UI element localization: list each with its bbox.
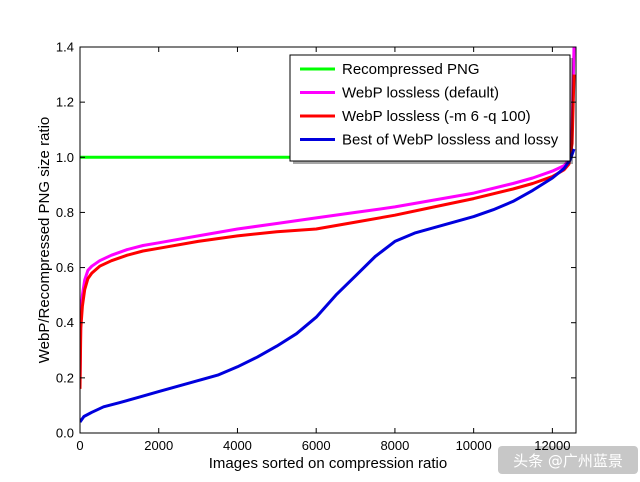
x-tick-label: 10000 bbox=[456, 438, 492, 453]
watermark-backdrop bbox=[498, 446, 638, 474]
x-tick-label: 0 bbox=[76, 438, 83, 453]
y-tick-label: 1.0 bbox=[56, 150, 74, 165]
series-line-webp-lossless-m6-q100 bbox=[80, 74, 576, 389]
y-tick-label: 0.4 bbox=[56, 315, 74, 330]
x-tick-label: 8000 bbox=[380, 438, 409, 453]
legend-box bbox=[289, 54, 571, 162]
x-axis-label: Images sorted on compression ratio bbox=[209, 455, 447, 472]
y-tick-label: 1.4 bbox=[56, 40, 74, 55]
legend: Recompressed PNG WebP lossless (default) W… bbox=[289, 54, 573, 164]
ticks-layer: 0 2000 4000 6000 8000 10000 12000 0.0 0.2 0.4 0.6 0… bbox=[56, 40, 576, 453]
watermark-text: 头条 @广州蓝景 bbox=[513, 452, 623, 470]
legend-label: WebP lossless (default) bbox=[342, 85, 499, 102]
y-tick-label: 1.2 bbox=[56, 95, 74, 110]
series-line-webp-lossless-default bbox=[80, 47, 576, 378]
y-tick-label: 0.0 bbox=[56, 426, 74, 441]
y-tick-label: 0.8 bbox=[56, 205, 74, 220]
y-axis-label: WebP/Recompressed PNG size ratio bbox=[36, 117, 53, 363]
x-tick-label: 6000 bbox=[302, 438, 331, 453]
legend-label: WebP lossless (-m 6 -q 100) bbox=[342, 108, 531, 125]
x-tick-label: 2000 bbox=[144, 438, 173, 453]
series-line-best-of-webp bbox=[80, 148, 576, 423]
watermark: 头条 @广州蓝景 bbox=[498, 446, 638, 474]
legend-label: Recompressed PNG bbox=[342, 61, 480, 78]
y-tick-label: 0.6 bbox=[56, 260, 74, 275]
x-tick-label: 4000 bbox=[223, 438, 252, 453]
plot-frame bbox=[79, 46, 577, 434]
legend-label: Best of WebP lossless and lossy bbox=[342, 132, 559, 149]
x-tick-label: 12000 bbox=[534, 438, 570, 453]
y-tick-label: 0.2 bbox=[56, 370, 74, 385]
